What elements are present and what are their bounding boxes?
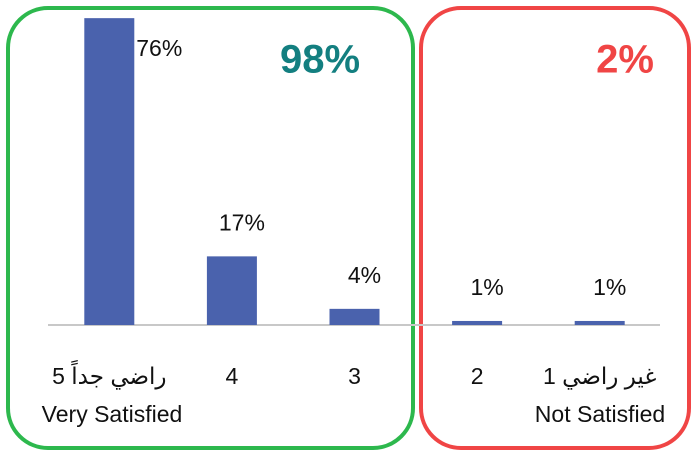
value-label: 1% — [470, 274, 503, 300]
bar — [452, 320, 503, 325]
group-label: 2% — [596, 38, 654, 82]
value-label: 17% — [219, 209, 265, 235]
bar — [206, 256, 257, 325]
x-tick-label: 1 غير راضي — [543, 363, 656, 390]
value-label: 76% — [136, 35, 182, 61]
value-label: 4% — [348, 262, 381, 288]
sub-label: Not Satisfied — [535, 401, 665, 427]
value-label: 1% — [593, 274, 626, 300]
bar — [329, 308, 380, 325]
group-box — [419, 6, 691, 450]
bar — [84, 18, 135, 326]
bar — [574, 320, 625, 325]
x-tick-label: 5 راضي جداً — [52, 360, 166, 390]
sub-label: Very Satisfied — [42, 401, 183, 427]
x-tick-label: 2 — [471, 363, 484, 389]
group-label: 98% — [280, 38, 360, 82]
group-box — [6, 6, 415, 450]
x-tick-label: 4 — [226, 363, 239, 389]
x-tick-label: 3 — [348, 363, 361, 389]
